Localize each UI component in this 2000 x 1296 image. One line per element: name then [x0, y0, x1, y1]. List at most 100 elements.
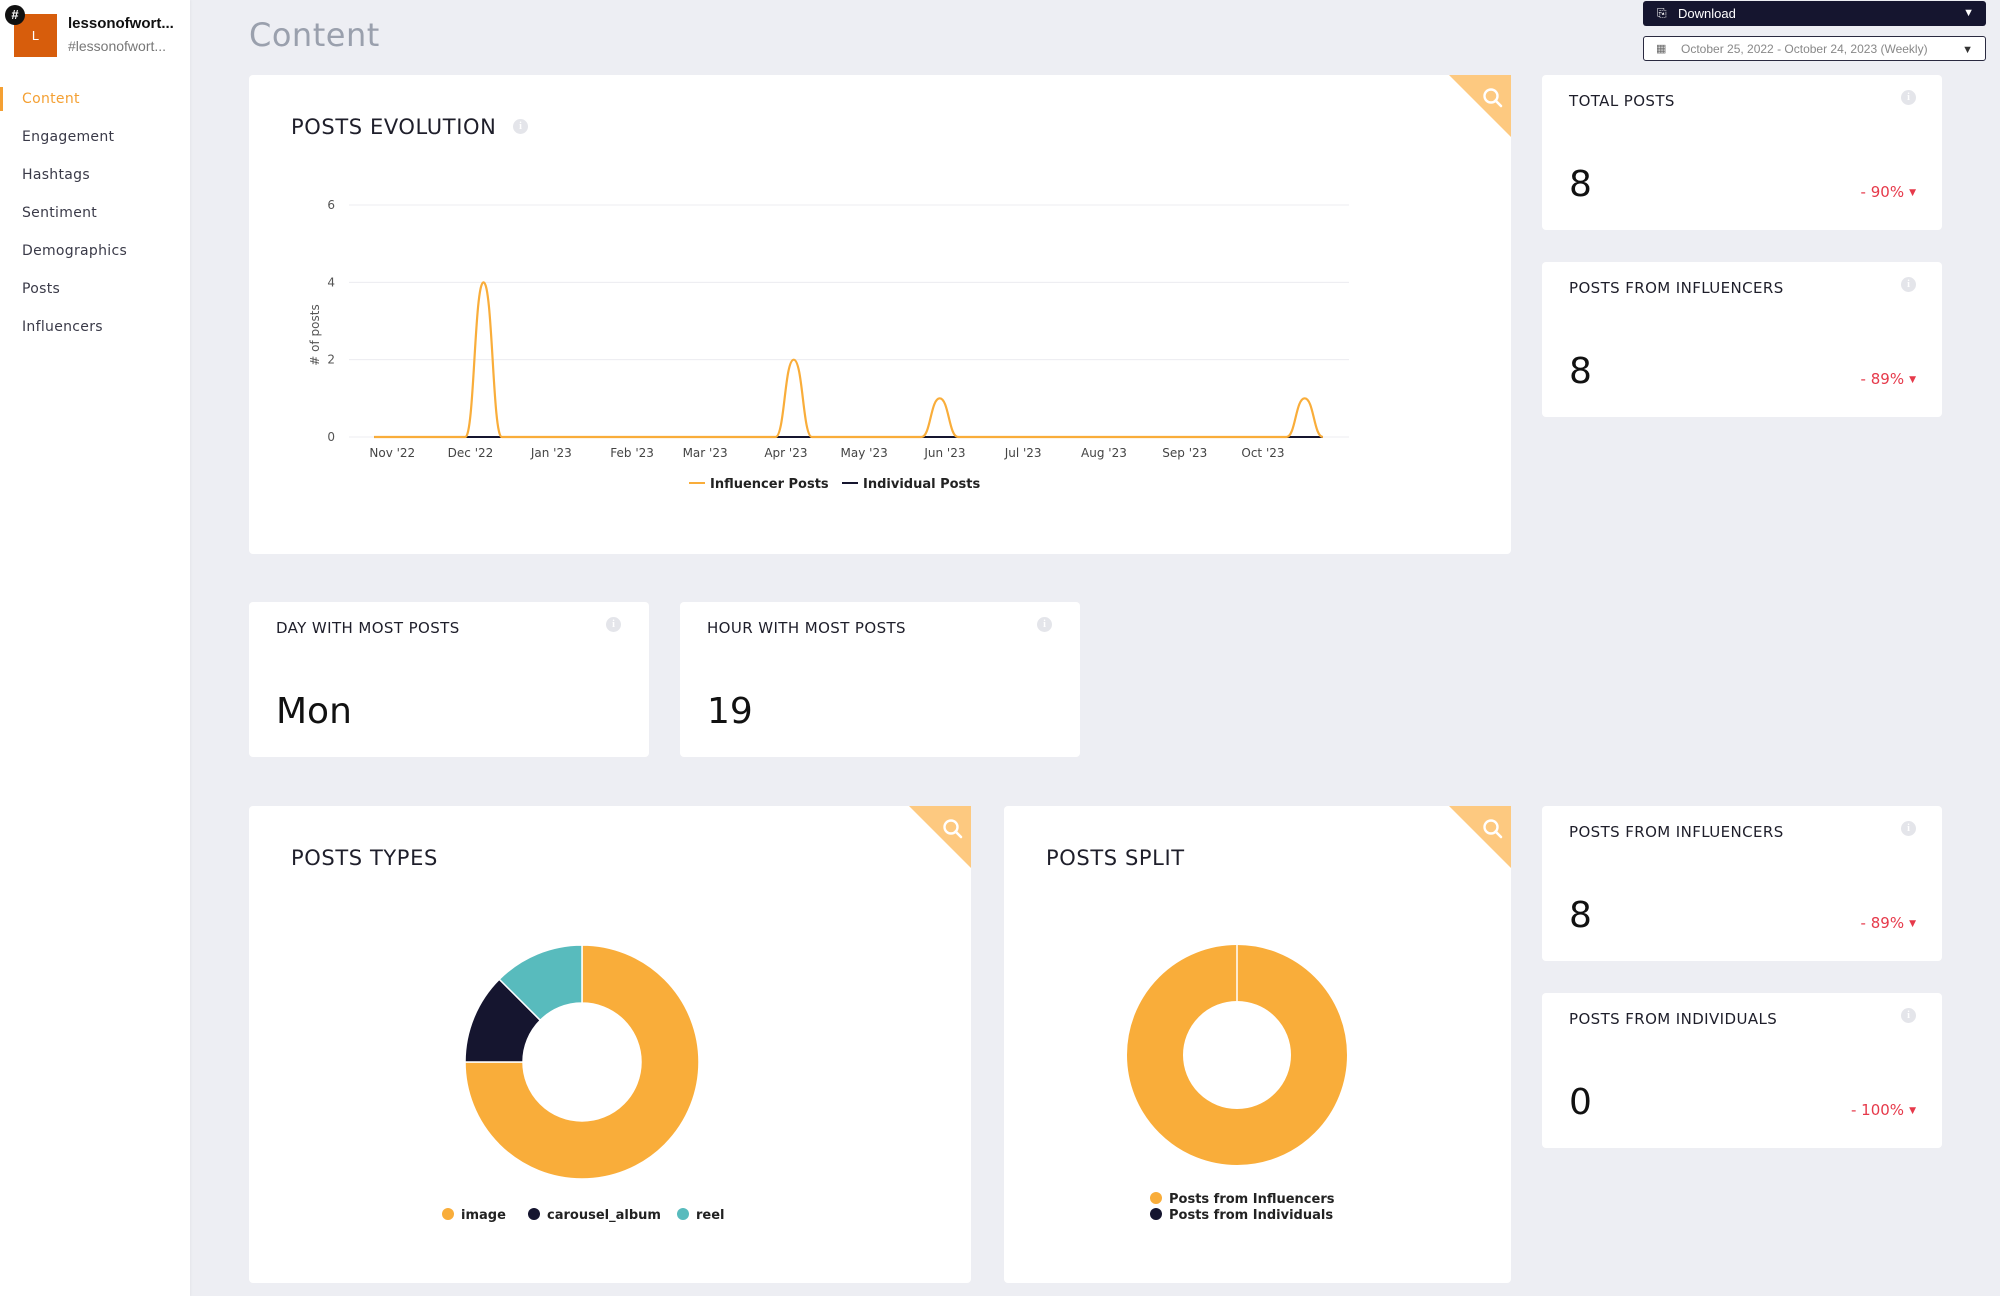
kpi-value: 8: [1569, 164, 1592, 205]
posts-split-card: POSTS SPLIT Posts from Influencers Posts…: [1004, 806, 1511, 1283]
legend-carousel-album[interactable]: carousel_album: [528, 1208, 661, 1223]
hashtag-badge-icon: #: [5, 5, 25, 25]
kpi-label: POSTS FROM INDIVIDUALS: [1569, 1010, 1778, 1028]
x-tick-label: Mar '23: [683, 446, 728, 460]
y-axis-label: # of posts: [308, 304, 322, 365]
kpi-value: Mon: [276, 691, 352, 732]
kpi-label: TOTAL POSTS: [1569, 92, 1675, 110]
download-button[interactable]: ⎘ Download ▼: [1643, 1, 1986, 26]
legend-swatch: [528, 1208, 540, 1220]
info-icon[interactable]: i: [513, 119, 528, 134]
legend-label: reel: [696, 1208, 725, 1223]
y-tick-label: 4: [327, 275, 335, 289]
kpi-label: DAY WITH MOST POSTS: [276, 619, 460, 637]
x-tick-label: Apr '23: [764, 446, 807, 460]
sidebar: L # lessonofwort... #lessonofwort... Con…: [0, 0, 190, 1296]
legend-label: Posts from Individuals: [1169, 1208, 1334, 1223]
kpi-change-value: - 90%: [1860, 183, 1905, 201]
download-icon: ⎘: [1657, 6, 1667, 20]
info-icon[interactable]: i: [1901, 1008, 1916, 1023]
kpi-change: - 89% ▼: [1861, 370, 1916, 388]
info-icon[interactable]: i: [1901, 277, 1916, 292]
sidebar-item-content[interactable]: Content: [0, 80, 190, 118]
total-posts-card: TOTAL POSTS i 8 - 90% ▼: [1542, 75, 1942, 230]
legend-influencer-posts[interactable]: Influencer Posts: [689, 477, 829, 492]
legend-reel[interactable]: reel: [677, 1208, 725, 1223]
legend-label: Individual Posts: [863, 477, 981, 492]
posts-from-individuals-card: POSTS FROM INDIVIDUALS i 0 - 100% ▼: [1542, 993, 1942, 1148]
kpi-value: 0: [1569, 1082, 1592, 1123]
kpi-value: 8: [1569, 351, 1592, 392]
x-tick-label: Aug '23: [1081, 446, 1127, 460]
legend-swatch: [842, 482, 858, 484]
legend-swatch: [689, 482, 705, 484]
info-icon[interactable]: i: [1901, 821, 1916, 836]
series-influencer-posts-line: [374, 281, 1324, 439]
kpi-change-value: - 100%: [1851, 1101, 1905, 1119]
donut-slice-reel: [498, 944, 583, 1022]
posts-evolution-title: POSTS EVOLUTION: [291, 115, 497, 139]
x-tick-label: Jan '23: [530, 446, 572, 460]
info-icon[interactable]: i: [1901, 90, 1916, 105]
kpi-label: POSTS FROM INFLUENCERS: [1569, 279, 1784, 297]
posts-types-title: POSTS TYPES: [291, 846, 438, 870]
legend-individual-posts[interactable]: Individual Posts: [842, 477, 980, 492]
kpi-value: 8: [1569, 895, 1592, 936]
x-tick-label: Feb '23: [610, 446, 654, 460]
kpi-change: - 89% ▼: [1861, 914, 1916, 932]
kpi-change-value: - 89%: [1860, 370, 1905, 388]
account-avatar-wrap[interactable]: L #: [5, 5, 57, 57]
sidebar-nav: Content Engagement Hashtags Sentiment De…: [0, 80, 190, 346]
posts-types-donut: [464, 944, 700, 1180]
legend-swatch: [1150, 1192, 1162, 1204]
day-most-posts-card: DAY WITH MOST POSTS i Mon: [249, 602, 649, 757]
zoom-search-icon[interactable]: [1449, 806, 1511, 868]
sidebar-item-engagement[interactable]: Engagement: [22, 129, 115, 145]
down-arrow-icon: ▼: [1909, 919, 1916, 929]
y-tick-label: 6: [327, 198, 335, 212]
legend-swatch: [1150, 1208, 1162, 1220]
legend-label: image: [461, 1208, 506, 1223]
account-handle: #lessonofwort...: [68, 38, 167, 54]
down-arrow-icon: ▼: [1909, 375, 1916, 385]
chevron-down-icon: ▼: [1962, 44, 1973, 56]
sidebar-item-influencers[interactable]: Influencers: [22, 319, 103, 335]
x-tick-label: Dec '22: [448, 446, 494, 460]
info-icon[interactable]: i: [606, 617, 621, 632]
kpi-change-value: - 89%: [1860, 914, 1905, 932]
sidebar-item-posts[interactable]: Posts: [22, 281, 61, 297]
sidebar-item-demographics[interactable]: Demographics: [22, 243, 128, 259]
legend-label: Posts from Influencers: [1169, 1192, 1335, 1207]
date-range-label: October 25, 2022 - October 24, 2023 (Wee…: [1681, 42, 1928, 56]
zoom-search-icon[interactable]: [1449, 75, 1511, 137]
sidebar-item-sentiment[interactable]: Sentiment: [22, 205, 98, 221]
legend-posts-from-individuals[interactable]: Posts from Individuals: [1150, 1208, 1333, 1223]
kpi-value: 19: [707, 691, 753, 732]
hour-most-posts-card: HOUR WITH MOST POSTS i 19: [680, 602, 1080, 757]
info-icon[interactable]: i: [1037, 617, 1052, 632]
chevron-down-icon: ▼: [1963, 7, 1974, 19]
zoom-search-icon[interactable]: [909, 806, 971, 868]
posts-split-title: POSTS SPLIT: [1046, 846, 1185, 870]
legend-swatch: [677, 1208, 689, 1220]
x-tick-label: May '23: [841, 446, 888, 460]
donut-slice-image: [464, 944, 700, 1180]
date-range-picker[interactable]: ▦ October 25, 2022 - October 24, 2023 (W…: [1643, 36, 1986, 61]
legend-posts-from-influencers[interactable]: Posts from Influencers: [1150, 1192, 1334, 1207]
calendar-icon: ▦: [1656, 43, 1667, 55]
down-arrow-icon: ▼: [1909, 188, 1916, 198]
y-tick-label: 0: [327, 430, 335, 444]
x-tick-label: Nov '22: [369, 446, 415, 460]
account-name: lessonofwort...: [68, 15, 174, 32]
legend-label: carousel_album: [547, 1208, 661, 1223]
page-title: Content: [249, 16, 380, 54]
legend-image[interactable]: image: [442, 1208, 506, 1223]
x-tick-label: Jul '23: [1004, 446, 1042, 460]
x-tick-label: Sep '23: [1162, 446, 1207, 460]
posts-types-card: POSTS TYPES image carousel_album reel: [249, 806, 971, 1283]
posts-split-donut: [1127, 945, 1347, 1165]
posts-evolution-card: POSTS EVOLUTION i 0 2 4 6 # of posts Nov '22 D…: [249, 75, 1511, 554]
legend-label: Influencer Posts: [710, 477, 829, 492]
sidebar-item-hashtags[interactable]: Hashtags: [22, 167, 90, 183]
down-arrow-icon: ▼: [1909, 1106, 1916, 1116]
